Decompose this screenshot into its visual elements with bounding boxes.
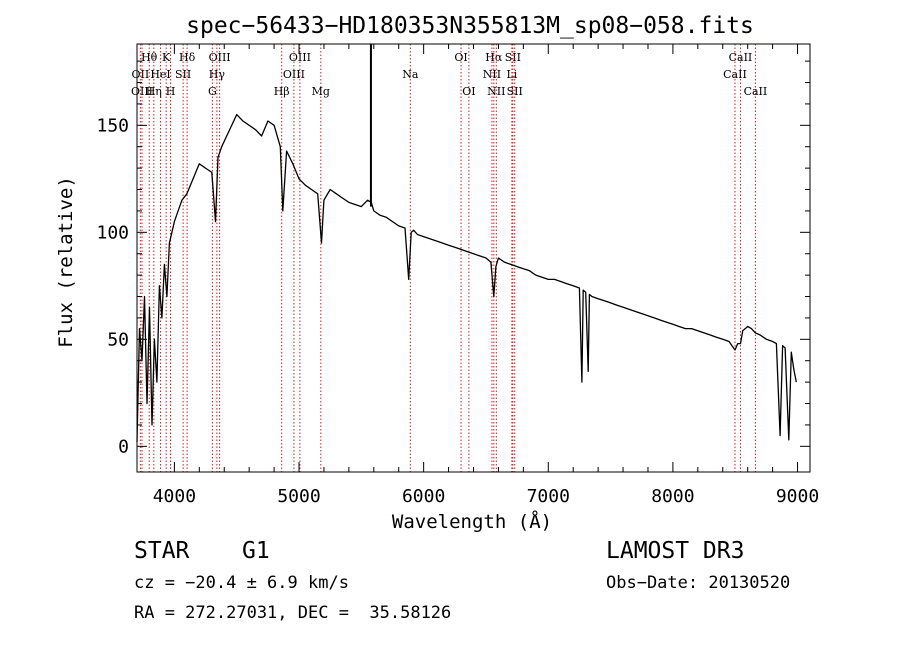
y-axis: 0 50 100 150 [96, 60, 810, 457]
line-label-8: Hδ [179, 51, 196, 64]
line-label-9: OIII [209, 51, 231, 64]
line-label-22: SII [505, 51, 521, 64]
line-label-21: NII [487, 85, 505, 98]
line-label-0: Hθ [141, 51, 158, 64]
x-tick-label: 6000 [402, 486, 445, 507]
line-label-16: Na [402, 68, 419, 81]
line-label-7: H [166, 85, 176, 98]
subclass: G1 [242, 538, 270, 564]
y-tick-label: 50 [107, 329, 129, 350]
x-tick-label: 5000 [277, 486, 320, 507]
x-axis-label: Wavelength (Å) [392, 510, 552, 533]
line-label-18: OI [462, 85, 475, 98]
line-label-20: NII [483, 68, 501, 81]
line-label-12: Hβ [274, 85, 290, 98]
x-tick-label: 7000 [527, 486, 570, 507]
line-label-24: SII [507, 85, 523, 98]
redshift-text: cz = −20.4 ± 6.9 km/s [134, 573, 349, 593]
line-label-1: OII [132, 68, 150, 81]
chart-title: spec−56433−HD180353N355813M_sp08−058.fit… [186, 13, 754, 39]
spectrum-series [136, 44, 797, 443]
line-label-25: CaII [729, 51, 753, 64]
survey-name: LAMOST DR3 [606, 538, 745, 564]
line-label-23: Li [506, 68, 517, 81]
plot-frame [136, 43, 811, 473]
x-tick-label: 4000 [153, 486, 196, 507]
obs-date: Obs−Date: 20130520 [606, 573, 791, 593]
y-axis-label: Flux (relative) [55, 176, 77, 348]
object-class: STAR [134, 538, 190, 564]
coordinates-text: RA = 272.27031, DEC = 35.58126 [134, 603, 452, 623]
line-label-15: Mg [312, 85, 330, 98]
y-tick-label: 100 [96, 222, 129, 243]
spectrum-line [136, 113, 797, 443]
x-axis: 4000 5000 6000 7000 8000 9000 [153, 44, 819, 507]
emission-line-markers: Hθ OII OIII HeI Hη K SII H Hδ OIII Hγ G Hβ OIII OIII Mg… [131, 44, 767, 472]
line-label-5: K [162, 51, 171, 64]
line-label-4: Hη [146, 85, 162, 98]
line-label-2: OIII [131, 85, 153, 98]
line-label-27: CaII [744, 85, 768, 98]
x-tick-label: 9000 [776, 486, 819, 507]
line-label-17: OI [454, 51, 467, 64]
line-label-3: HeI [150, 68, 170, 81]
y-tick-label: 150 [96, 115, 129, 136]
line-label-26: CaII [723, 68, 747, 81]
line-label-10: Hγ [209, 68, 226, 81]
line-label-13: OIII [289, 51, 311, 64]
x-tick-label: 8000 [651, 486, 694, 507]
y-tick-label: 0 [118, 436, 129, 457]
line-label-11: G [208, 85, 217, 98]
line-label-14: OIII [283, 68, 305, 81]
line-label-6: SII [175, 68, 191, 81]
line-label-19: Hα [485, 51, 503, 64]
